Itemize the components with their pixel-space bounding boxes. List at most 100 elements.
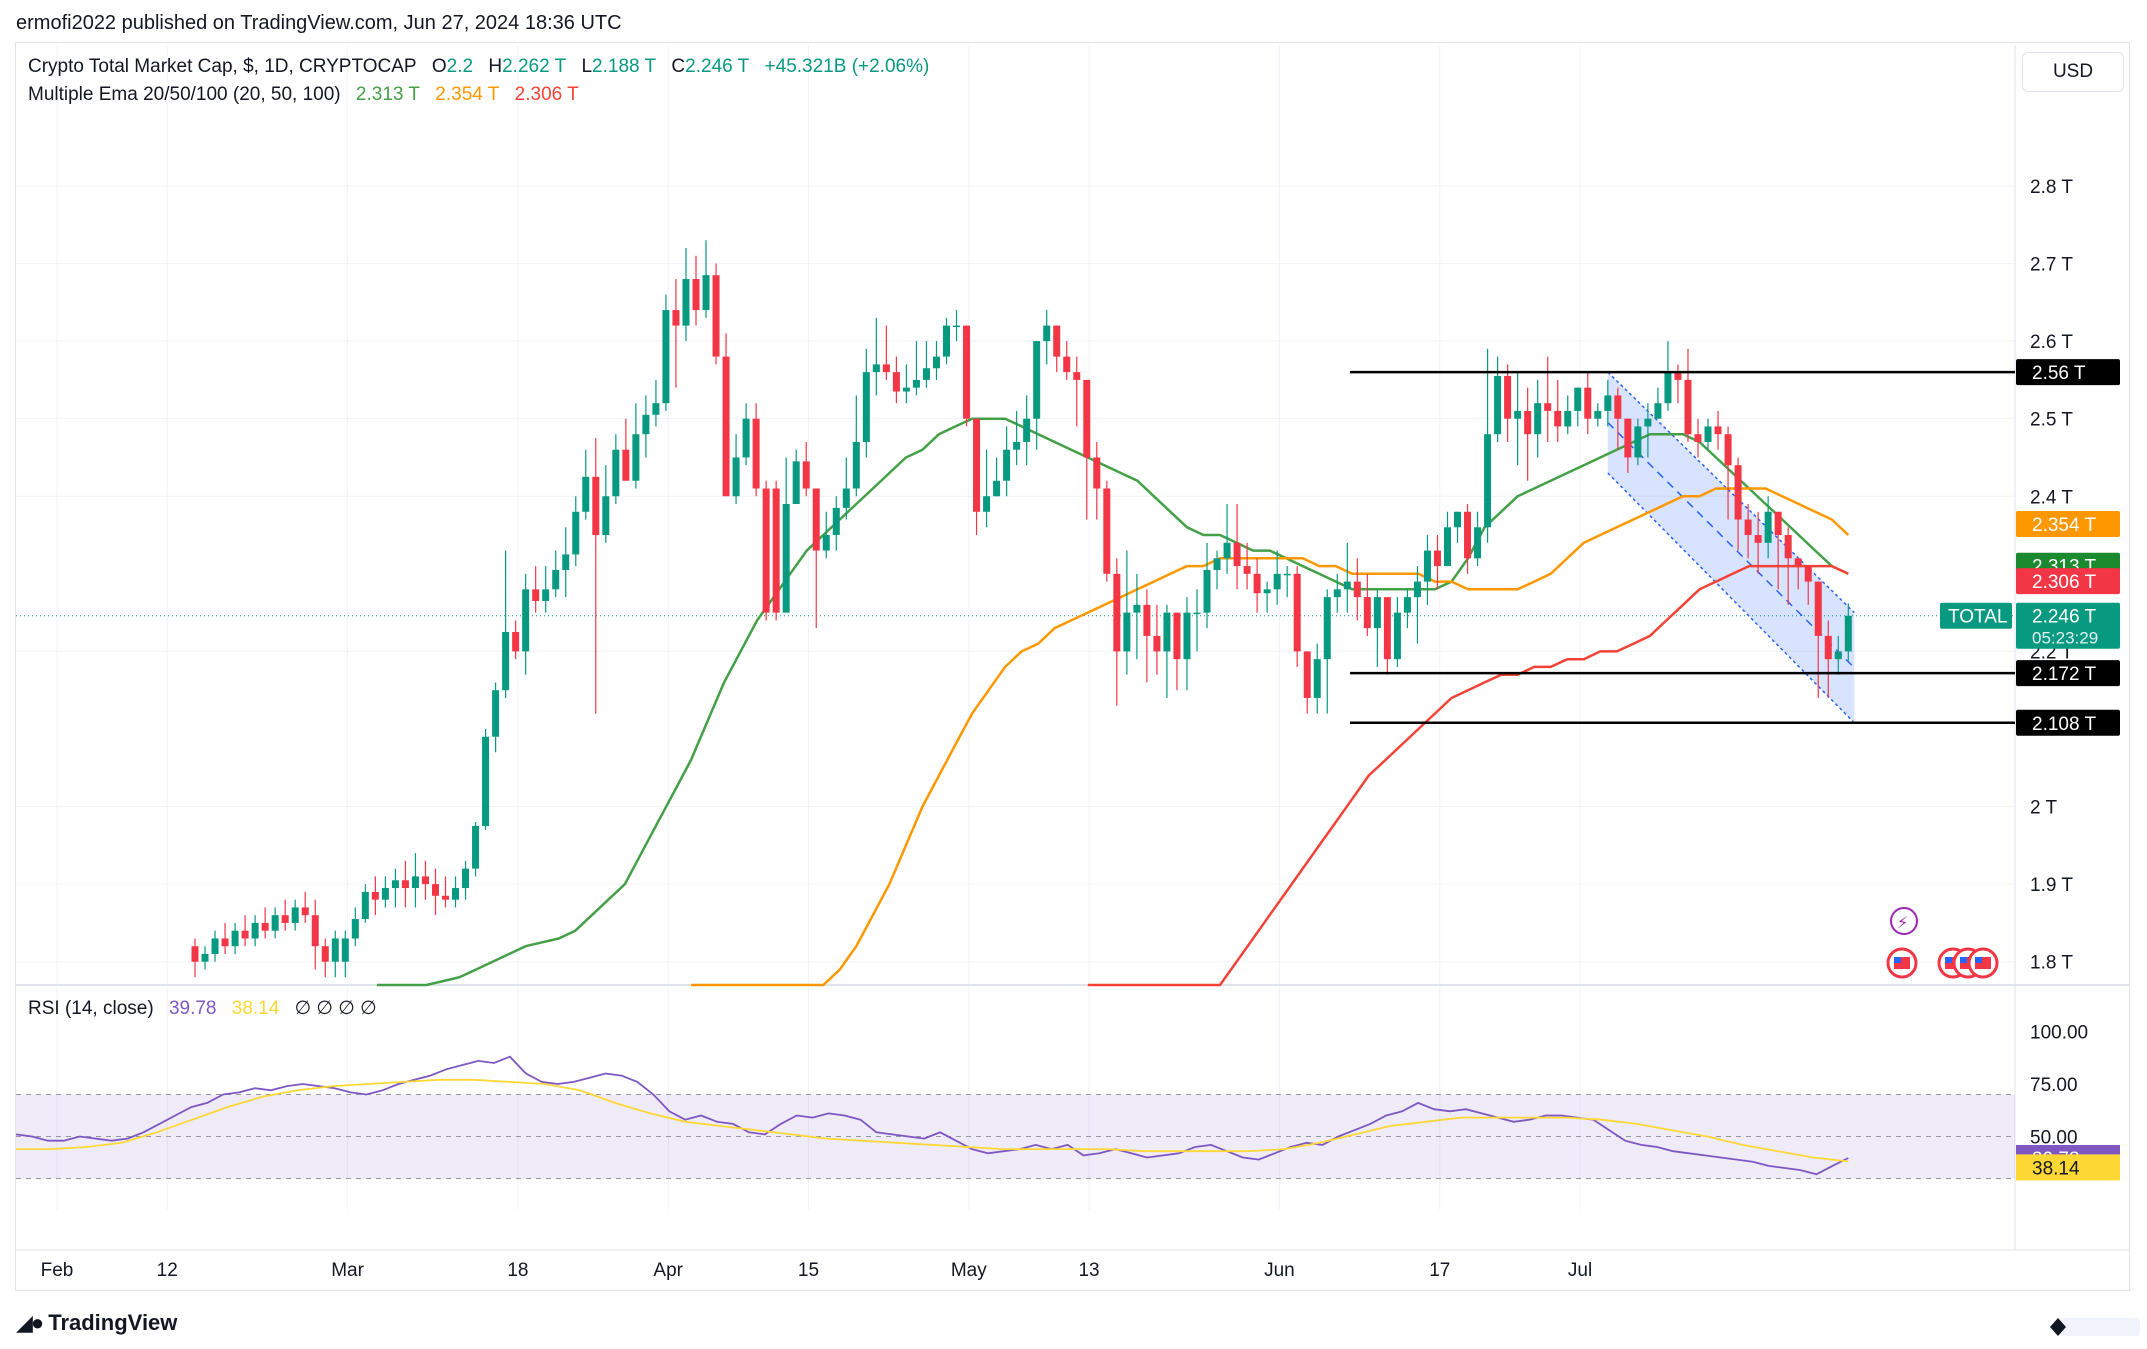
candle[interactable]	[401, 860, 409, 908]
candle[interactable]	[892, 356, 900, 404]
candle[interactable]	[1183, 597, 1191, 691]
ema-line-ema-50[interactable]	[691, 487, 1850, 987]
candle[interactable]	[1714, 410, 1722, 450]
candle[interactable]	[1133, 573, 1141, 660]
candle[interactable]	[1023, 395, 1031, 466]
candle[interactable]	[301, 891, 309, 923]
candle[interactable]	[572, 496, 580, 567]
candle[interactable]	[1454, 511, 1462, 543]
candle[interactable]	[1073, 356, 1081, 427]
candle[interactable]	[231, 922, 239, 954]
ema-line-ema-20[interactable]	[376, 417, 1849, 987]
candle[interactable]	[1804, 566, 1812, 605]
candle[interactable]	[462, 860, 470, 900]
candle[interactable]	[1063, 341, 1071, 380]
candle[interactable]	[1484, 348, 1492, 543]
candle[interactable]	[802, 441, 810, 497]
candle[interactable]	[1433, 535, 1441, 590]
candle[interactable]	[1614, 387, 1622, 450]
candle[interactable]	[251, 915, 259, 947]
candle[interactable]	[1604, 379, 1612, 427]
candle[interactable]	[672, 279, 680, 388]
candle[interactable]	[191, 938, 199, 978]
candle[interactable]	[1253, 558, 1261, 613]
candle[interactable]	[882, 325, 890, 380]
candle[interactable]	[452, 876, 460, 908]
symbol-title[interactable]: Crypto Total Market Cap, $, 1D, CRYPTOCA…	[28, 56, 417, 77]
candle[interactable]	[1754, 511, 1762, 574]
candle[interactable]	[391, 868, 399, 908]
candle[interactable]	[782, 457, 790, 613]
candle[interactable]	[953, 310, 961, 342]
candle[interactable]	[1273, 550, 1281, 605]
candle[interactable]	[762, 480, 770, 621]
rsi-label[interactable]: RSI (14, close)	[28, 998, 154, 1019]
candle[interactable]	[1213, 550, 1221, 590]
candle[interactable]	[1724, 426, 1732, 520]
candle[interactable]	[512, 620, 520, 660]
candle[interactable]	[472, 822, 480, 877]
candle[interactable]	[772, 480, 780, 621]
candle[interactable]	[201, 946, 209, 970]
candle[interactable]	[1403, 589, 1411, 629]
candle[interactable]	[832, 496, 840, 551]
candle[interactable]	[1444, 511, 1451, 567]
candle[interactable]	[221, 922, 229, 954]
candle[interactable]	[722, 333, 730, 497]
candle[interactable]	[271, 907, 279, 939]
candle[interactable]	[1303, 651, 1311, 714]
candle[interactable]	[281, 899, 289, 931]
candle[interactable]	[1644, 403, 1652, 458]
candle[interactable]	[1043, 310, 1051, 365]
candle[interactable]	[582, 449, 590, 520]
candle[interactable]	[351, 907, 359, 947]
candle[interactable]	[1844, 603, 1852, 661]
candle[interactable]	[872, 317, 880, 396]
currency-button[interactable]: USD	[2022, 52, 2124, 92]
candle[interactable]	[1634, 418, 1642, 466]
candle[interactable]	[1504, 364, 1512, 442]
candle[interactable]	[1774, 511, 1782, 590]
candle[interactable]	[1003, 426, 1011, 497]
candle[interactable]	[1764, 496, 1772, 559]
candle[interactable]	[1834, 635, 1842, 675]
candle[interactable]	[1113, 558, 1121, 706]
candle[interactable]	[822, 511, 830, 559]
candle[interactable]	[492, 682, 500, 753]
candle[interactable]	[211, 930, 219, 962]
candle[interactable]	[1223, 504, 1231, 574]
candle[interactable]	[1554, 379, 1562, 442]
candle[interactable]	[1343, 542, 1351, 613]
candle[interactable]	[632, 403, 640, 489]
candle[interactable]	[1373, 589, 1381, 667]
candle[interactable]	[652, 379, 660, 427]
candle[interactable]	[1814, 581, 1822, 698]
flag-event-icon[interactable]	[1886, 947, 1918, 979]
candle[interactable]	[522, 573, 530, 675]
candle[interactable]	[431, 868, 439, 916]
candle[interactable]	[261, 907, 269, 939]
candle[interactable]	[1654, 387, 1662, 419]
candle[interactable]	[1353, 558, 1361, 621]
candle[interactable]	[532, 566, 540, 613]
candle[interactable]	[732, 434, 740, 505]
rsi-line-ma[interactable]	[16, 1078, 1849, 1163]
candle[interactable]	[1704, 418, 1712, 450]
candle[interactable]	[1594, 403, 1602, 427]
candle[interactable]	[1053, 325, 1061, 373]
candle[interactable]	[1313, 643, 1321, 714]
candle[interactable]	[1333, 573, 1341, 613]
candle[interactable]	[542, 566, 550, 613]
candle[interactable]	[1233, 504, 1241, 590]
candle[interactable]	[1564, 395, 1572, 435]
candle[interactable]	[1283, 566, 1291, 598]
candle[interactable]	[1534, 379, 1542, 458]
candle[interactable]	[1323, 589, 1331, 714]
candle[interactable]	[1393, 597, 1401, 667]
candle[interactable]	[1203, 542, 1211, 629]
candle[interactable]	[692, 255, 700, 326]
candle[interactable]	[1514, 372, 1522, 466]
flag-event-icon[interactable]	[1967, 947, 1999, 979]
candle[interactable]	[912, 341, 920, 396]
